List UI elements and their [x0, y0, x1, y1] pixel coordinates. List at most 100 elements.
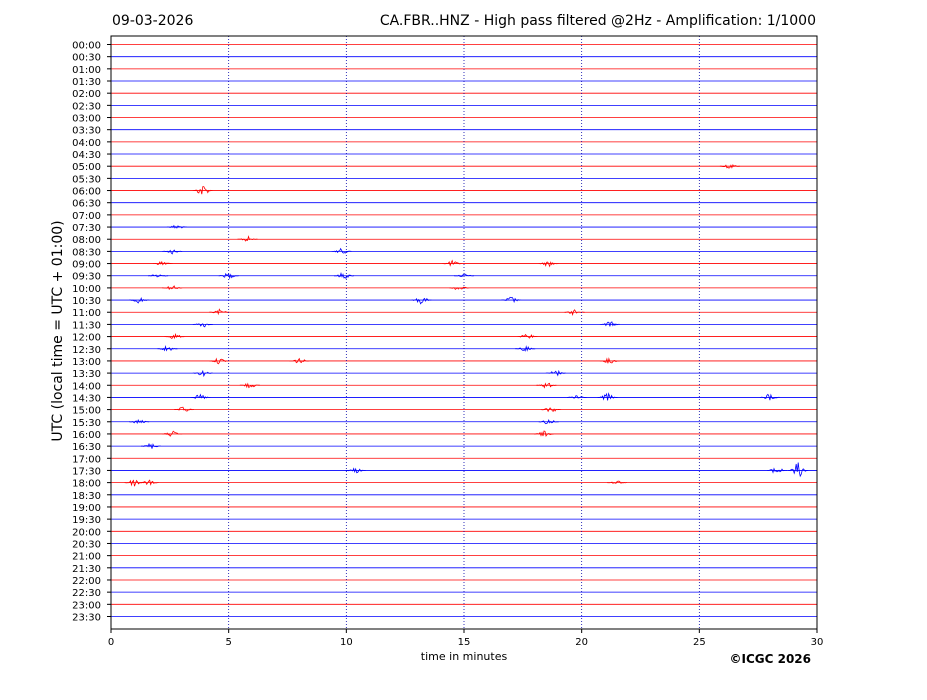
y-tick-label: 21:00: [72, 552, 101, 563]
y-tick-label: 23:00: [72, 600, 101, 611]
y-axis-label: UTC (local time = UTC + 01:00): [50, 220, 66, 441]
y-tick-label: 15:30: [72, 418, 101, 429]
y-tick-label: 17:30: [72, 466, 101, 477]
y-tick-label: 04:30: [72, 150, 101, 161]
trace-event: [545, 369, 566, 377]
y-tick-label: 03:00: [72, 114, 101, 125]
trace-event: [538, 261, 559, 268]
trace-event: [141, 442, 161, 449]
trace-event: [759, 393, 780, 401]
trace-event: [289, 357, 310, 364]
y-tick-label: 05:00: [72, 162, 101, 173]
trace-event: [192, 323, 213, 328]
trace-event: [517, 333, 538, 339]
trace-event: [411, 297, 432, 305]
y-tick-label: 09:30: [72, 272, 101, 283]
trace-event: [173, 406, 195, 412]
y-tick-label: 14:00: [72, 381, 101, 392]
y-tick-label: 10:00: [72, 284, 101, 295]
y-tick-label: 09:00: [72, 260, 101, 271]
y-tick-label: 22:30: [72, 588, 101, 599]
y-tick-label: 17:00: [72, 454, 101, 465]
trace-event: [209, 308, 230, 316]
y-tick-label: 16:30: [72, 442, 101, 453]
trace-event: [192, 186, 213, 195]
trace-event: [209, 357, 230, 365]
chart-date: 09-03-2026: [112, 13, 193, 29]
y-tick-label: 03:30: [72, 126, 101, 137]
x-tick-label: 10: [340, 637, 353, 648]
x-tick-label: 20: [575, 637, 588, 648]
y-tick-label: 02:00: [72, 89, 101, 100]
y-tick-label: 00:00: [72, 41, 101, 52]
x-axis-label: time in minutes: [421, 650, 508, 663]
trace-event: [129, 296, 150, 304]
trace-event: [442, 259, 463, 267]
trace-event: [162, 249, 183, 255]
trace-event: [166, 224, 187, 229]
trace-event: [164, 332, 185, 340]
trace-event: [345, 467, 366, 474]
y-tick-label: 06:30: [72, 199, 101, 210]
x-tick-label: 5: [225, 637, 231, 648]
trace-event: [157, 345, 178, 352]
trace-event: [767, 467, 788, 474]
y-tick-label: 01:00: [72, 65, 101, 76]
trace-event: [192, 369, 213, 378]
y-tick-label: 18:00: [72, 479, 101, 490]
x-axis-ticks: 0 5 10 15 20 25 30: [108, 629, 824, 648]
y-tick-label: 13:00: [72, 357, 101, 368]
y-tick-label: 14:30: [72, 393, 101, 404]
trace-event: [536, 382, 557, 389]
y-tick-label: 20:30: [72, 539, 101, 550]
trace-event: [449, 286, 470, 290]
y-tick-label: 23:30: [72, 612, 101, 623]
chart-title: CA.FBR..HNZ - High pass filtered @2Hz - …: [380, 13, 816, 29]
y-tick-label: 16:00: [72, 430, 101, 441]
trace-event: [566, 395, 587, 399]
y-tick-label: 04:00: [72, 138, 101, 149]
y-tick-label: 07:00: [72, 211, 101, 222]
y-tick-label: 11:30: [72, 320, 101, 331]
trace-event: [538, 419, 559, 425]
trace-event: [534, 430, 555, 437]
y-tick-label: 20:00: [72, 527, 101, 538]
trace-event: [138, 479, 159, 486]
y-tick-label: 21:30: [72, 564, 101, 575]
trace-event: [239, 382, 260, 389]
trace-event: [515, 345, 536, 352]
y-tick-label: 01:30: [72, 77, 101, 88]
y-tick-label: 08:30: [72, 247, 101, 258]
trace-event: [788, 462, 809, 478]
y-tick-label: 22:00: [72, 576, 101, 587]
y-tick-label: 10:30: [72, 296, 101, 307]
y-tick-label: 19:30: [72, 515, 101, 526]
trace-event: [124, 479, 145, 487]
trace-event: [597, 392, 618, 401]
x-tick-label: 30: [811, 637, 824, 648]
trace-event: [599, 357, 620, 364]
copyright-text: ©ICGC 2026: [729, 652, 811, 666]
y-tick-label: 12:00: [72, 333, 101, 344]
y-tick-label: 00:30: [72, 53, 101, 64]
y-tick-label: 19:00: [72, 503, 101, 514]
trace-event: [162, 285, 183, 291]
y-tick-label: 15:00: [72, 406, 101, 417]
trace-event: [334, 272, 355, 280]
y-tick-label: 02:30: [72, 101, 101, 112]
x-tick-label: 25: [693, 637, 706, 648]
y-tick-label: 11:00: [72, 308, 101, 319]
trace-event: [162, 430, 183, 437]
trace-event: [331, 247, 352, 254]
trace-event: [237, 235, 258, 242]
trace-event: [541, 407, 562, 413]
trace-event: [606, 480, 627, 484]
y-tick-label: 12:30: [72, 345, 101, 356]
trace-event: [152, 260, 173, 266]
y-tick-label: 07:30: [72, 223, 101, 234]
trace-event: [719, 163, 740, 169]
y-tick-label: 06:00: [72, 187, 101, 198]
y-tick-label: 18:30: [72, 491, 101, 502]
